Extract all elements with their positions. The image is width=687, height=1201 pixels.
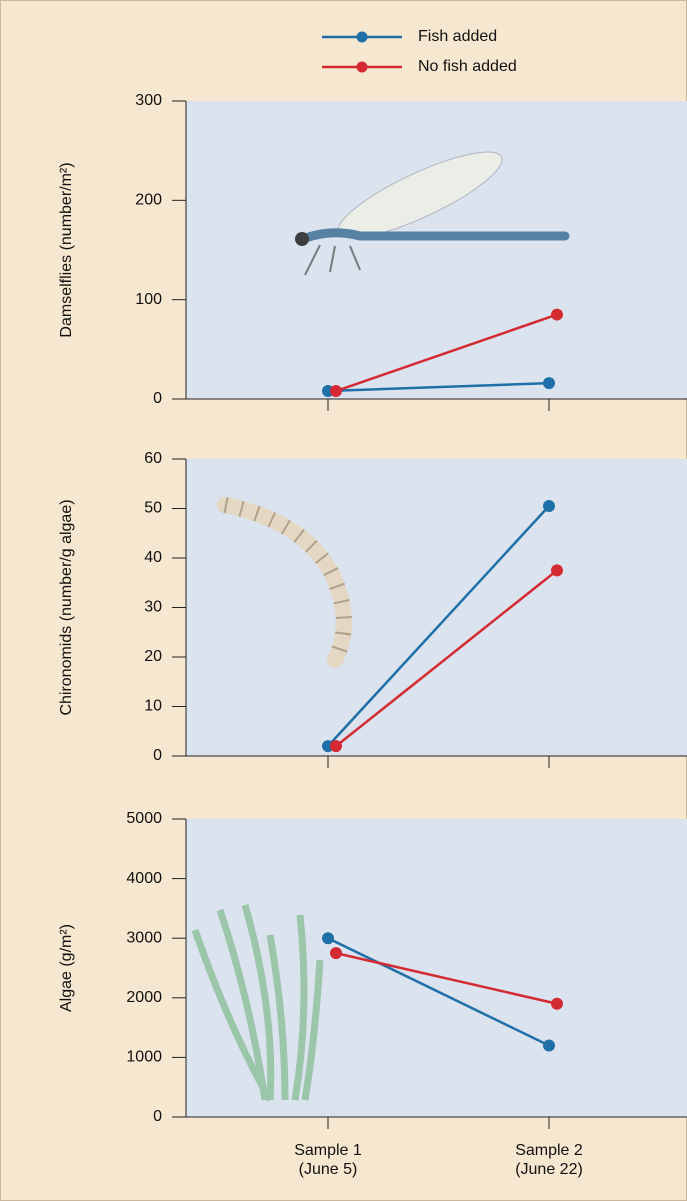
legend-label: No fish added <box>418 58 517 75</box>
data-point <box>551 997 563 1010</box>
illustration <box>191 151 570 1102</box>
y-tick-label: 5000 <box>126 810 162 827</box>
data-point <box>322 932 334 945</box>
y-axis-label: Chironomids (number/g algae) <box>58 499 75 715</box>
y-tick-label: 3000 <box>126 929 162 946</box>
y-tick-label: 30 <box>144 599 162 616</box>
y-tick-label: 0 <box>153 747 162 764</box>
series-line <box>335 313 558 393</box>
y-tick-label: 0 <box>153 390 162 407</box>
legs <box>304 244 361 276</box>
y-tick-label: 1000 <box>126 1049 162 1066</box>
y-tick-label: 100 <box>135 291 162 308</box>
data-point <box>330 947 342 960</box>
legend-marker <box>356 61 368 73</box>
y-axis-label: Algae (g/m²) <box>58 924 75 1012</box>
data-point <box>551 308 563 321</box>
y-tick-label: 40 <box>144 549 162 566</box>
y-tick-label: 10 <box>144 698 162 715</box>
series-line <box>327 381 550 393</box>
x-tick-label: Sample 2 (June 22) <box>515 1142 583 1178</box>
y-tick-label: 50 <box>144 500 162 517</box>
series-line <box>327 505 550 747</box>
data-point <box>330 385 342 398</box>
y-tick-label: 60 <box>144 450 162 467</box>
y-tick-label: 300 <box>135 92 162 109</box>
x-tick-label: Sample 1 (June 5) <box>294 1142 362 1178</box>
plot-area <box>186 101 687 399</box>
y-tick-label: 0 <box>153 1108 162 1125</box>
data-point <box>543 377 555 390</box>
y-axis-label: Damselflies (number/m²) <box>58 162 75 337</box>
legend-label: Fish added <box>418 28 497 45</box>
series-line <box>335 951 558 1005</box>
algae <box>191 904 324 1102</box>
y-tick-label: 2000 <box>126 989 162 1006</box>
larva <box>217 497 352 668</box>
y-tick-label: 20 <box>144 648 162 665</box>
data-point <box>330 740 342 753</box>
plot-area <box>186 459 687 756</box>
damselfly-head <box>295 232 309 246</box>
series-line <box>327 937 550 1047</box>
series-line <box>335 569 558 748</box>
y-tick-label: 4000 <box>126 870 162 887</box>
legend-marker <box>356 31 368 43</box>
y-tick-label: 200 <box>135 192 162 209</box>
data-point <box>551 564 563 577</box>
data-point <box>543 1039 555 1052</box>
data-point <box>543 500 555 513</box>
